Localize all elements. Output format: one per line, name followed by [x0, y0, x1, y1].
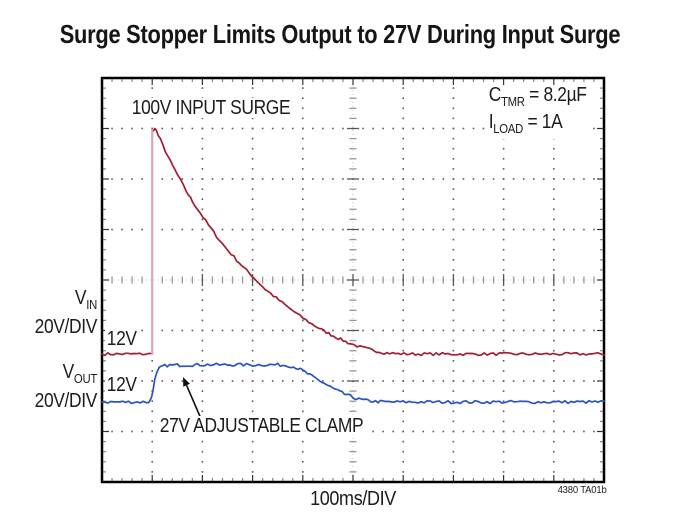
vin-symbol: V — [74, 287, 87, 309]
vout-symbol: V — [62, 361, 75, 383]
iload-condition: ILOAD = 1A — [489, 112, 587, 139]
figure-title: Surge Stopper Limits Output to 27V Durin… — [59, 19, 621, 49]
iload-subscript: LOAD — [493, 121, 523, 136]
vout-name: VOUT — [13, 361, 98, 390]
vout-subscript: OUT — [73, 371, 97, 386]
ctmr-subscript: TMR — [500, 94, 525, 109]
vin-subscript: IN — [86, 297, 97, 312]
ctmr-condition: CTMR = 8.2µF — [489, 85, 587, 112]
test-conditions: CTMR = 8.2µF ILOAD = 1A — [487, 85, 589, 139]
vin-level-label: 12V — [105, 328, 139, 350]
figure-code: 4380 TA01b — [558, 485, 607, 496]
iload-value: = 1A — [522, 111, 563, 133]
iload-symbol: I — [488, 111, 494, 133]
vin-scale: 20V/DIV — [34, 316, 98, 338]
ctmr-value: = 8.2µF — [524, 84, 587, 106]
x-axis-label: 100ms/DIV — [310, 488, 396, 510]
clamp-arrow — [183, 377, 190, 387]
vin-channel-label: VIN 20V/DIV — [13, 287, 98, 338]
clamp-annotation: 27V ADJUSTABLE CLAMP — [158, 415, 366, 437]
ctmr-symbol: C — [488, 84, 502, 106]
surge-annotation: 100V INPUT SURGE — [130, 97, 292, 119]
vout-scale: 20V/DIV — [34, 390, 98, 412]
vin-name: VIN — [13, 287, 97, 316]
vout-channel-label: VOUT 20V/DIV — [13, 361, 98, 412]
vout-level-label: 12V — [105, 374, 139, 396]
